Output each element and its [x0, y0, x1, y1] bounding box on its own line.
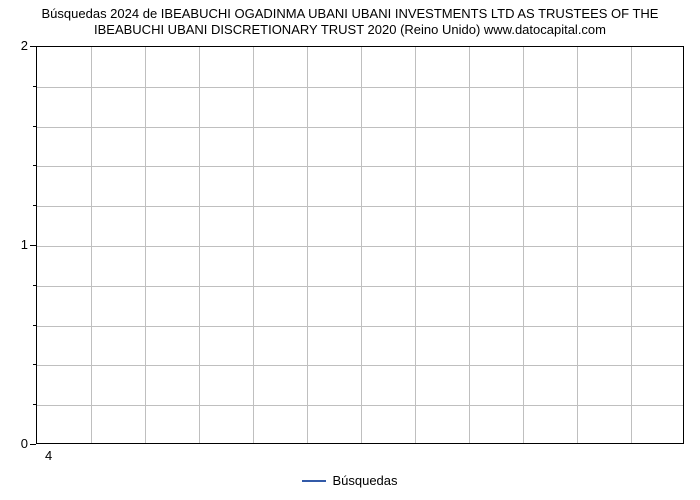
plot-area: [36, 46, 684, 444]
chart-title: Búsquedas 2024 de IBEABUCHI OGADINMA UBA…: [0, 6, 700, 39]
y-axis-minor-tick: [33, 165, 36, 166]
gridline-vertical: [415, 47, 416, 443]
y-axis-minor-tick: [33, 364, 36, 365]
y-axis-minor-tick: [33, 325, 36, 326]
gridline-horizontal: [37, 405, 683, 406]
gridline-vertical: [91, 47, 92, 443]
chart-title-line1: Búsquedas 2024 de IBEABUCHI OGADINMA UBA…: [42, 6, 659, 21]
gridline-horizontal: [37, 286, 683, 287]
gridline-horizontal: [37, 127, 683, 128]
y-axis-major-tick: [30, 444, 36, 445]
y-axis-label: 0: [0, 436, 28, 451]
gridline-vertical: [523, 47, 524, 443]
y-axis-label: 1: [0, 237, 28, 252]
gridline-horizontal: [37, 326, 683, 327]
y-axis-minor-tick: [33, 205, 36, 206]
y-axis-label: 2: [0, 38, 28, 53]
chart-title-line2: IBEABUCHI UBANI DISCRETIONARY TRUST 2020…: [94, 22, 606, 37]
legend: Búsquedas: [0, 472, 700, 488]
gridline-vertical: [577, 47, 578, 443]
x-axis-label: 4: [45, 448, 52, 463]
gridline-horizontal: [37, 166, 683, 167]
gridline-horizontal: [37, 87, 683, 88]
y-axis-minor-tick: [33, 404, 36, 405]
y-axis-minor-tick: [33, 126, 36, 127]
gridline-horizontal: [37, 246, 683, 247]
gridline-vertical: [307, 47, 308, 443]
gridline-vertical: [631, 47, 632, 443]
legend-label: Búsquedas: [332, 473, 397, 488]
gridline-vertical: [199, 47, 200, 443]
gridline-horizontal: [37, 365, 683, 366]
y-axis-minor-tick: [33, 86, 36, 87]
gridline-vertical: [469, 47, 470, 443]
gridline-vertical: [361, 47, 362, 443]
chart-container: Búsquedas 2024 de IBEABUCHI OGADINMA UBA…: [0, 0, 700, 500]
y-axis-major-tick: [30, 245, 36, 246]
gridline-horizontal: [37, 206, 683, 207]
legend-line: [302, 480, 326, 482]
gridline-vertical: [145, 47, 146, 443]
y-axis-major-tick: [30, 46, 36, 47]
gridline-vertical: [253, 47, 254, 443]
y-axis-minor-tick: [33, 285, 36, 286]
